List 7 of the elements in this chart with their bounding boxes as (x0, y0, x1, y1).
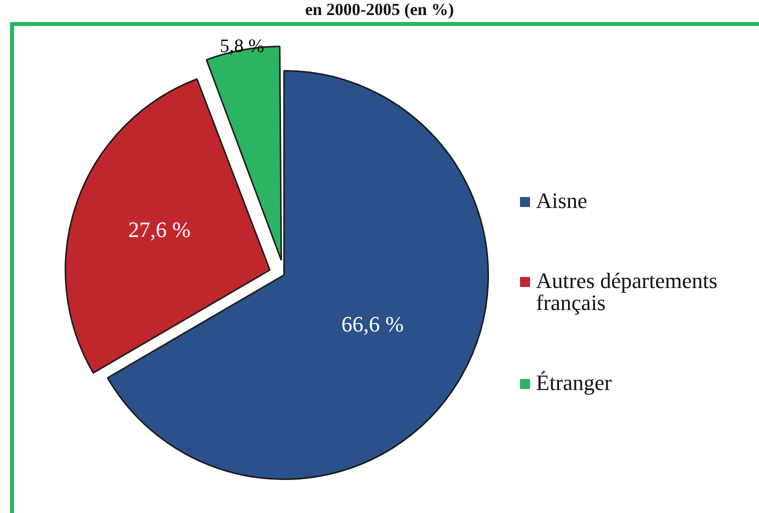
legend-label: Étranger (536, 370, 612, 395)
legend-label: Aisne (536, 188, 588, 213)
chart-title: en 2000-2005 (en %) (304, 0, 455, 20)
data-label: 5,8 % (220, 36, 264, 58)
legend-label: Autres départements français (536, 268, 718, 315)
data-label: 66,6 % (341, 312, 404, 337)
data-label: 27,6 % (128, 216, 191, 242)
